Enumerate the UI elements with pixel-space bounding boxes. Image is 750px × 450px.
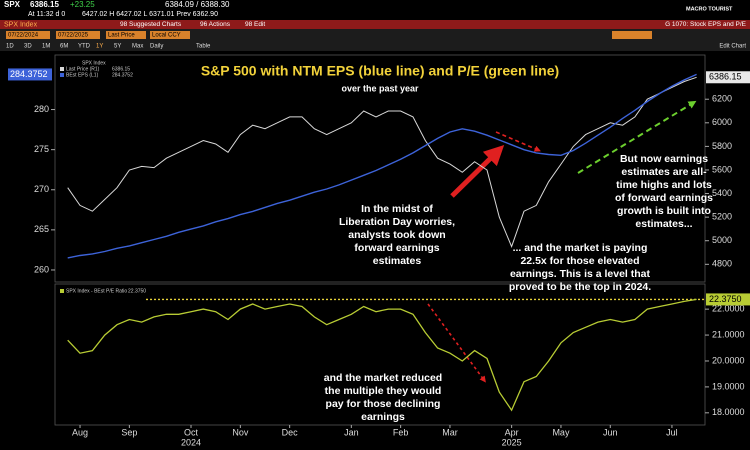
y-tick-label: 270	[34, 184, 49, 194]
period-button[interactable]: Max	[132, 44, 143, 50]
x-tick-label: Jul	[666, 427, 678, 437]
arrow	[450, 145, 505, 198]
legend-value: 284.3752	[112, 72, 133, 78]
y-tick-label: 20.0000	[712, 355, 745, 365]
last-value-box	[706, 71, 750, 84]
period-button[interactable]: YTD	[78, 44, 91, 50]
last-value: 6386.15	[709, 72, 742, 82]
y-tick-label: 18.0000	[712, 407, 745, 417]
pe-panel	[54, 283, 706, 426]
field[interactable]: Last Price	[108, 33, 135, 39]
change: +23.25	[70, 0, 95, 9]
period-button[interactable]: 3D	[24, 44, 32, 50]
chart-title: S&P 500 with NTM EPS (blue line) and P/E…	[201, 63, 559, 79]
y-tick-label: 22.0000	[712, 304, 745, 314]
period-button[interactable]: Daily	[150, 44, 163, 50]
x-tick-label: Mar	[442, 427, 458, 437]
ccy-box[interactable]	[150, 31, 190, 39]
legend-swatch	[60, 73, 64, 77]
last-value-box	[706, 293, 750, 306]
x-tick-label: Aug	[72, 427, 88, 437]
time: At 11:32 d 0	[28, 11, 65, 18]
last-value: 284.3752	[10, 69, 48, 79]
x-tick-label: Oct	[184, 427, 199, 437]
security: SPX Index	[4, 21, 38, 28]
bid-ask: 6384.09 / 6388.30	[165, 0, 230, 9]
period-button[interactable]: 6M	[60, 44, 68, 50]
start-date[interactable]: 07/22/2024	[8, 33, 39, 39]
x-tick-label: Jan	[344, 427, 359, 437]
arrow	[427, 303, 486, 383]
date-box[interactable]	[6, 31, 50, 39]
box	[612, 31, 652, 39]
legend-label: SPX Index - BEst P/E Ratio	[66, 288, 127, 294]
y2-tick-label: 5800	[712, 141, 732, 151]
x-tick-label: Sep	[121, 427, 137, 437]
chart-subtitle: over the past year	[341, 83, 419, 93]
y-tick-label: 21.0000	[712, 329, 745, 339]
legend-value: 22.3750	[128, 288, 146, 294]
table-button[interactable]: Table	[196, 44, 211, 50]
last-value: 22.3750	[709, 294, 742, 304]
y2-tick-label: 5600	[712, 164, 732, 174]
ticker: SPX	[4, 0, 21, 9]
y2-tick-label: 5000	[712, 235, 732, 245]
y-tick-label: 19.0000	[712, 381, 745, 391]
legend-swatch	[60, 67, 64, 71]
field-box[interactable]	[106, 31, 146, 39]
menu-item[interactable]: 96 Actions	[200, 21, 231, 28]
period-button[interactable]: 1Y	[96, 44, 103, 50]
annotation: But now earnings estimates are all-time …	[614, 153, 713, 230]
series-line	[67, 298, 697, 412]
x-tick-label: Apr	[505, 427, 519, 437]
period-button[interactable]: 1D	[6, 44, 14, 50]
y-tick-label: 265	[34, 224, 49, 234]
series-line	[67, 76, 697, 248]
x-tick-label: May	[552, 427, 570, 437]
range: 6427.02 H 6427.02 L 6371.01 Prev 6362.90	[82, 11, 218, 18]
y-tick-label: 260	[34, 264, 49, 274]
y2-tick-label: 5400	[712, 188, 732, 198]
annotation: In the midst of Liberation Day worries, …	[338, 203, 456, 267]
x-tick-label: Dec	[282, 427, 299, 437]
legend-title: SPX Index	[82, 60, 106, 66]
legend-label: BEst EPS (L1)	[66, 72, 99, 78]
end-date[interactable]: 07/22/2025	[58, 33, 89, 39]
period-button[interactable]: 1M	[42, 44, 50, 50]
y-tick-label: 275	[34, 144, 49, 154]
legend-value: 6386.15	[112, 66, 130, 72]
currency[interactable]: Local CCY	[152, 33, 181, 39]
quote-bar	[0, 0, 750, 19]
annotation: and the market reduced the multiple they…	[323, 372, 443, 423]
date-box[interactable]	[56, 31, 100, 39]
arrow	[495, 131, 541, 152]
menu-item[interactable]: 98 Edit	[245, 21, 265, 28]
x-group-label: 2024	[181, 437, 201, 447]
y2-tick-label: 6000	[712, 117, 732, 127]
x-tick-label: Nov	[232, 427, 249, 437]
edit-button[interactable]: Edit Chart	[719, 44, 746, 50]
y-tick-label: 280	[34, 104, 49, 114]
x-group-label: 2025	[502, 437, 522, 447]
menu-bar	[0, 20, 750, 29]
chart-name: G 1070: Stock EPS and P/E	[665, 21, 747, 28]
x-tick-label: Feb	[393, 427, 409, 437]
y2-tick-label: 6200	[712, 94, 732, 104]
y2-tick-label: 4800	[712, 259, 732, 269]
logo: MACRO TOURIST	[686, 6, 733, 12]
y2-tick-label: 5200	[712, 212, 732, 222]
legend-swatch	[60, 289, 64, 293]
last-value-box	[8, 68, 52, 81]
period-button[interactable]: 5Y	[114, 44, 121, 50]
legend-label: Last Price (R1)	[66, 66, 100, 72]
last-price: 6386.15	[30, 0, 59, 9]
arrow	[577, 100, 697, 174]
annotation: ... and the market is paying 22.5x for t…	[508, 242, 652, 293]
series-line	[67, 73, 697, 259]
x-tick-label: Jun	[603, 427, 618, 437]
menu-item[interactable]: 98 Suggested Charts	[120, 21, 182, 28]
